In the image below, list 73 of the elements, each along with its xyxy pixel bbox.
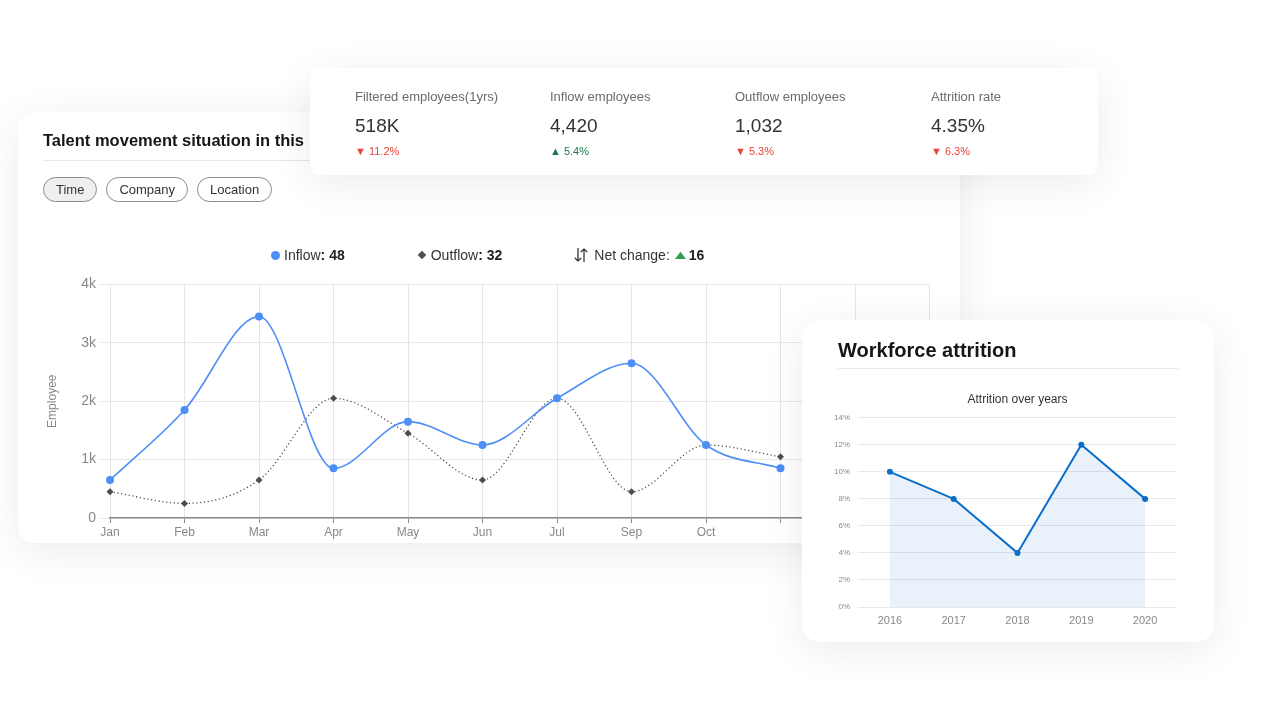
y-tick-label: 10% [833,467,850,477]
x-tick-label: Apr [324,524,343,539]
y-tick-label: 4% [838,548,850,558]
x-tick-label: 2019 [1069,613,1094,626]
x-tick-label: 2016 [877,613,903,626]
text: ▼ 5.3% [735,144,775,159]
legend-label: Outflow [430,247,479,263]
x-tick-label: Feb [174,524,196,539]
point [106,476,114,485]
point [886,468,893,475]
text: ▼ 11.2% [355,144,400,159]
y-tick-label: 2k [81,392,97,409]
text: : 32 [478,247,503,263]
y-axis-title: Employee [44,374,59,428]
y-tick-label: 6% [838,521,850,531]
x-tick-label: Oct [696,524,716,539]
text: Net change: [594,247,670,263]
point [628,488,635,496]
y-tick-label: 4k [81,275,97,292]
chart-subtitle: Attrition over years [966,391,1069,407]
text: ▼ 6.3% [931,144,971,159]
x-tick-label: 2017 [941,613,966,626]
chart-title: Workforce attrition [838,338,1017,363]
filter-button[interactable]: Time [43,177,98,202]
point [255,312,263,321]
x-tick-label: Jun [472,524,493,539]
x-tick-label: May [396,524,420,539]
text: 518K [355,114,400,137]
point [627,359,636,368]
text: 16 [688,247,705,263]
point [181,499,188,507]
text: 1,032 [735,114,783,137]
point [1014,549,1021,556]
filter-button[interactable]: Location [197,177,273,202]
text: : 48 [320,247,345,263]
point [404,417,412,426]
point [255,476,263,484]
y-tick-label: 8% [838,494,850,504]
x-tick-label: Sep [620,524,643,539]
point [180,405,189,414]
x-tick-label: 2020 [1132,613,1158,626]
x-tick-label: Jul [549,524,565,539]
text: Filtered employees(1yrs) [355,88,499,105]
y-tick-label: 14% [833,413,850,422]
point [106,488,114,496]
filter-button[interactable]: Company [106,177,189,202]
text: 4.35% [931,114,985,137]
text: Inflow employees [550,88,651,105]
text: Outflow employees [735,88,846,105]
legend-label: Inflow [284,247,321,263]
point [329,464,338,473]
y-tick-label: 3k [81,333,97,350]
point [776,464,785,473]
point [1142,495,1149,502]
x-tick-label: 2018 [1005,613,1030,626]
point [950,495,957,502]
point [479,476,486,484]
y-tick-label: 2% [838,575,850,585]
y-tick-label: 0 [88,508,97,525]
point [404,429,412,437]
point [777,453,784,461]
text: 4,420 [550,114,598,137]
y-tick-label: 1k [81,450,97,467]
x-tick-label: Mar [248,524,270,539]
point [330,394,337,402]
chart-title: Talent movement situation in this [43,130,304,151]
text: ▲ 5.4% [550,144,590,159]
y-tick-label: 12% [833,440,850,450]
x-tick-label: Jan [100,524,120,539]
text: Attrition rate [931,88,1002,105]
point [1078,441,1085,448]
y-tick-label: 0% [838,602,850,612]
point [478,441,487,449]
